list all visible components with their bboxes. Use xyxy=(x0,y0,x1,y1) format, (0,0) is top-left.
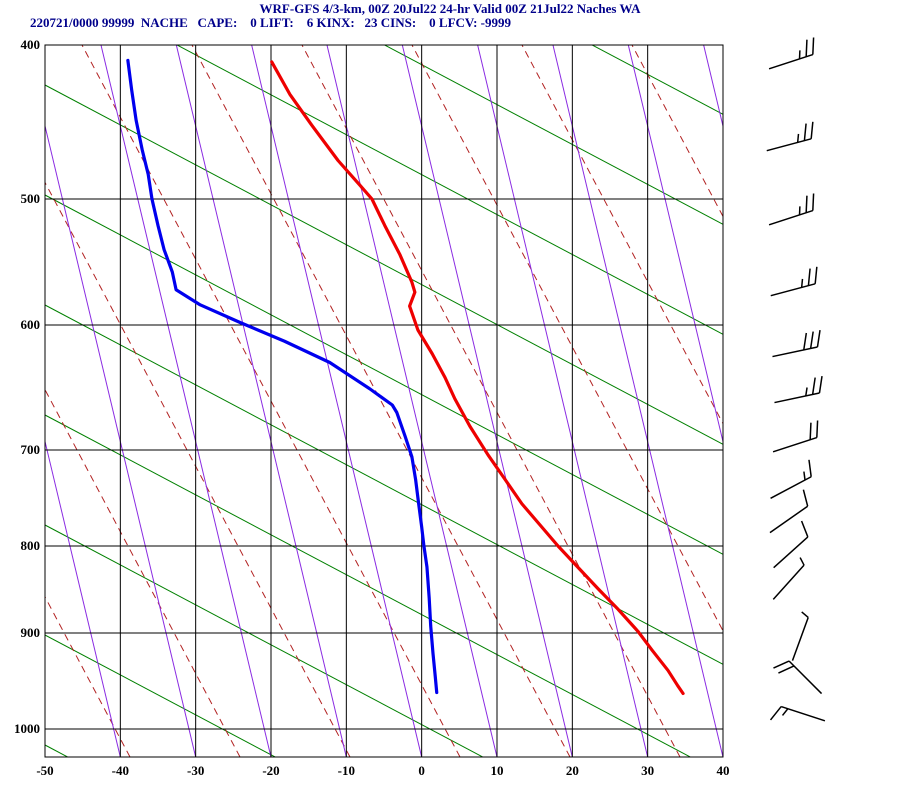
temperature-axis-label: -40 xyxy=(112,763,129,778)
wind-barb xyxy=(772,557,805,600)
pressure-axis-label: 900 xyxy=(21,625,41,640)
pressure-axis-label: 700 xyxy=(21,442,41,457)
wind-barb xyxy=(791,611,809,661)
purple-adiabat-lines xyxy=(45,45,723,757)
temperature-axis-label: 40 xyxy=(717,763,730,778)
pressure-temperature-grid xyxy=(44,44,724,758)
wind-barb xyxy=(766,121,814,152)
wind-barb-column xyxy=(766,37,826,722)
wind-barb xyxy=(772,420,819,453)
wind-barb xyxy=(772,330,821,358)
temperature-axis-label: -10 xyxy=(338,763,355,778)
temperature-axis-label: 20 xyxy=(566,763,579,778)
pressure-axis-label: 400 xyxy=(21,37,41,52)
axis-labels: 400 500 600 700 800 900 1000 -50 -40 -30 -20 -10 0 10… xyxy=(14,37,730,778)
temperature-axis-label: -50 xyxy=(36,763,53,778)
pressure-axis-label: 800 xyxy=(21,538,41,553)
temperature-curve xyxy=(270,60,685,696)
temperature-axis-label: 30 xyxy=(641,763,654,778)
wind-barb xyxy=(774,376,823,404)
temperature-axis-label: 10 xyxy=(491,763,504,778)
pressure-axis-label: 600 xyxy=(21,317,41,332)
temperature-axis-label: -20 xyxy=(262,763,279,778)
wind-barb xyxy=(769,705,826,722)
red-dashed-lines xyxy=(45,45,723,757)
wind-barb xyxy=(768,37,815,70)
green-adiabat-lines xyxy=(45,45,723,757)
pressure-axis-label: 500 xyxy=(21,191,41,206)
dewpoint-curve xyxy=(126,58,439,695)
temperature-axis-label: -30 xyxy=(187,763,204,778)
temperature-axis-label: 0 xyxy=(418,763,425,778)
wind-barb xyxy=(773,660,823,695)
wind-barb xyxy=(770,266,818,297)
wind-barb xyxy=(770,459,812,499)
chart-stats-line: 220721/0000 99999 NACHE CAPE: 0 LIFT: 6 … xyxy=(30,15,512,30)
wind-barb xyxy=(769,489,809,534)
chart-title: WRF-GFS 4/3-km, 00Z 20Jul22 24-hr Valid … xyxy=(259,1,641,16)
wind-barb xyxy=(768,193,815,226)
pressure-axis-label: 1000 xyxy=(14,721,40,736)
wind-barb xyxy=(773,520,809,569)
